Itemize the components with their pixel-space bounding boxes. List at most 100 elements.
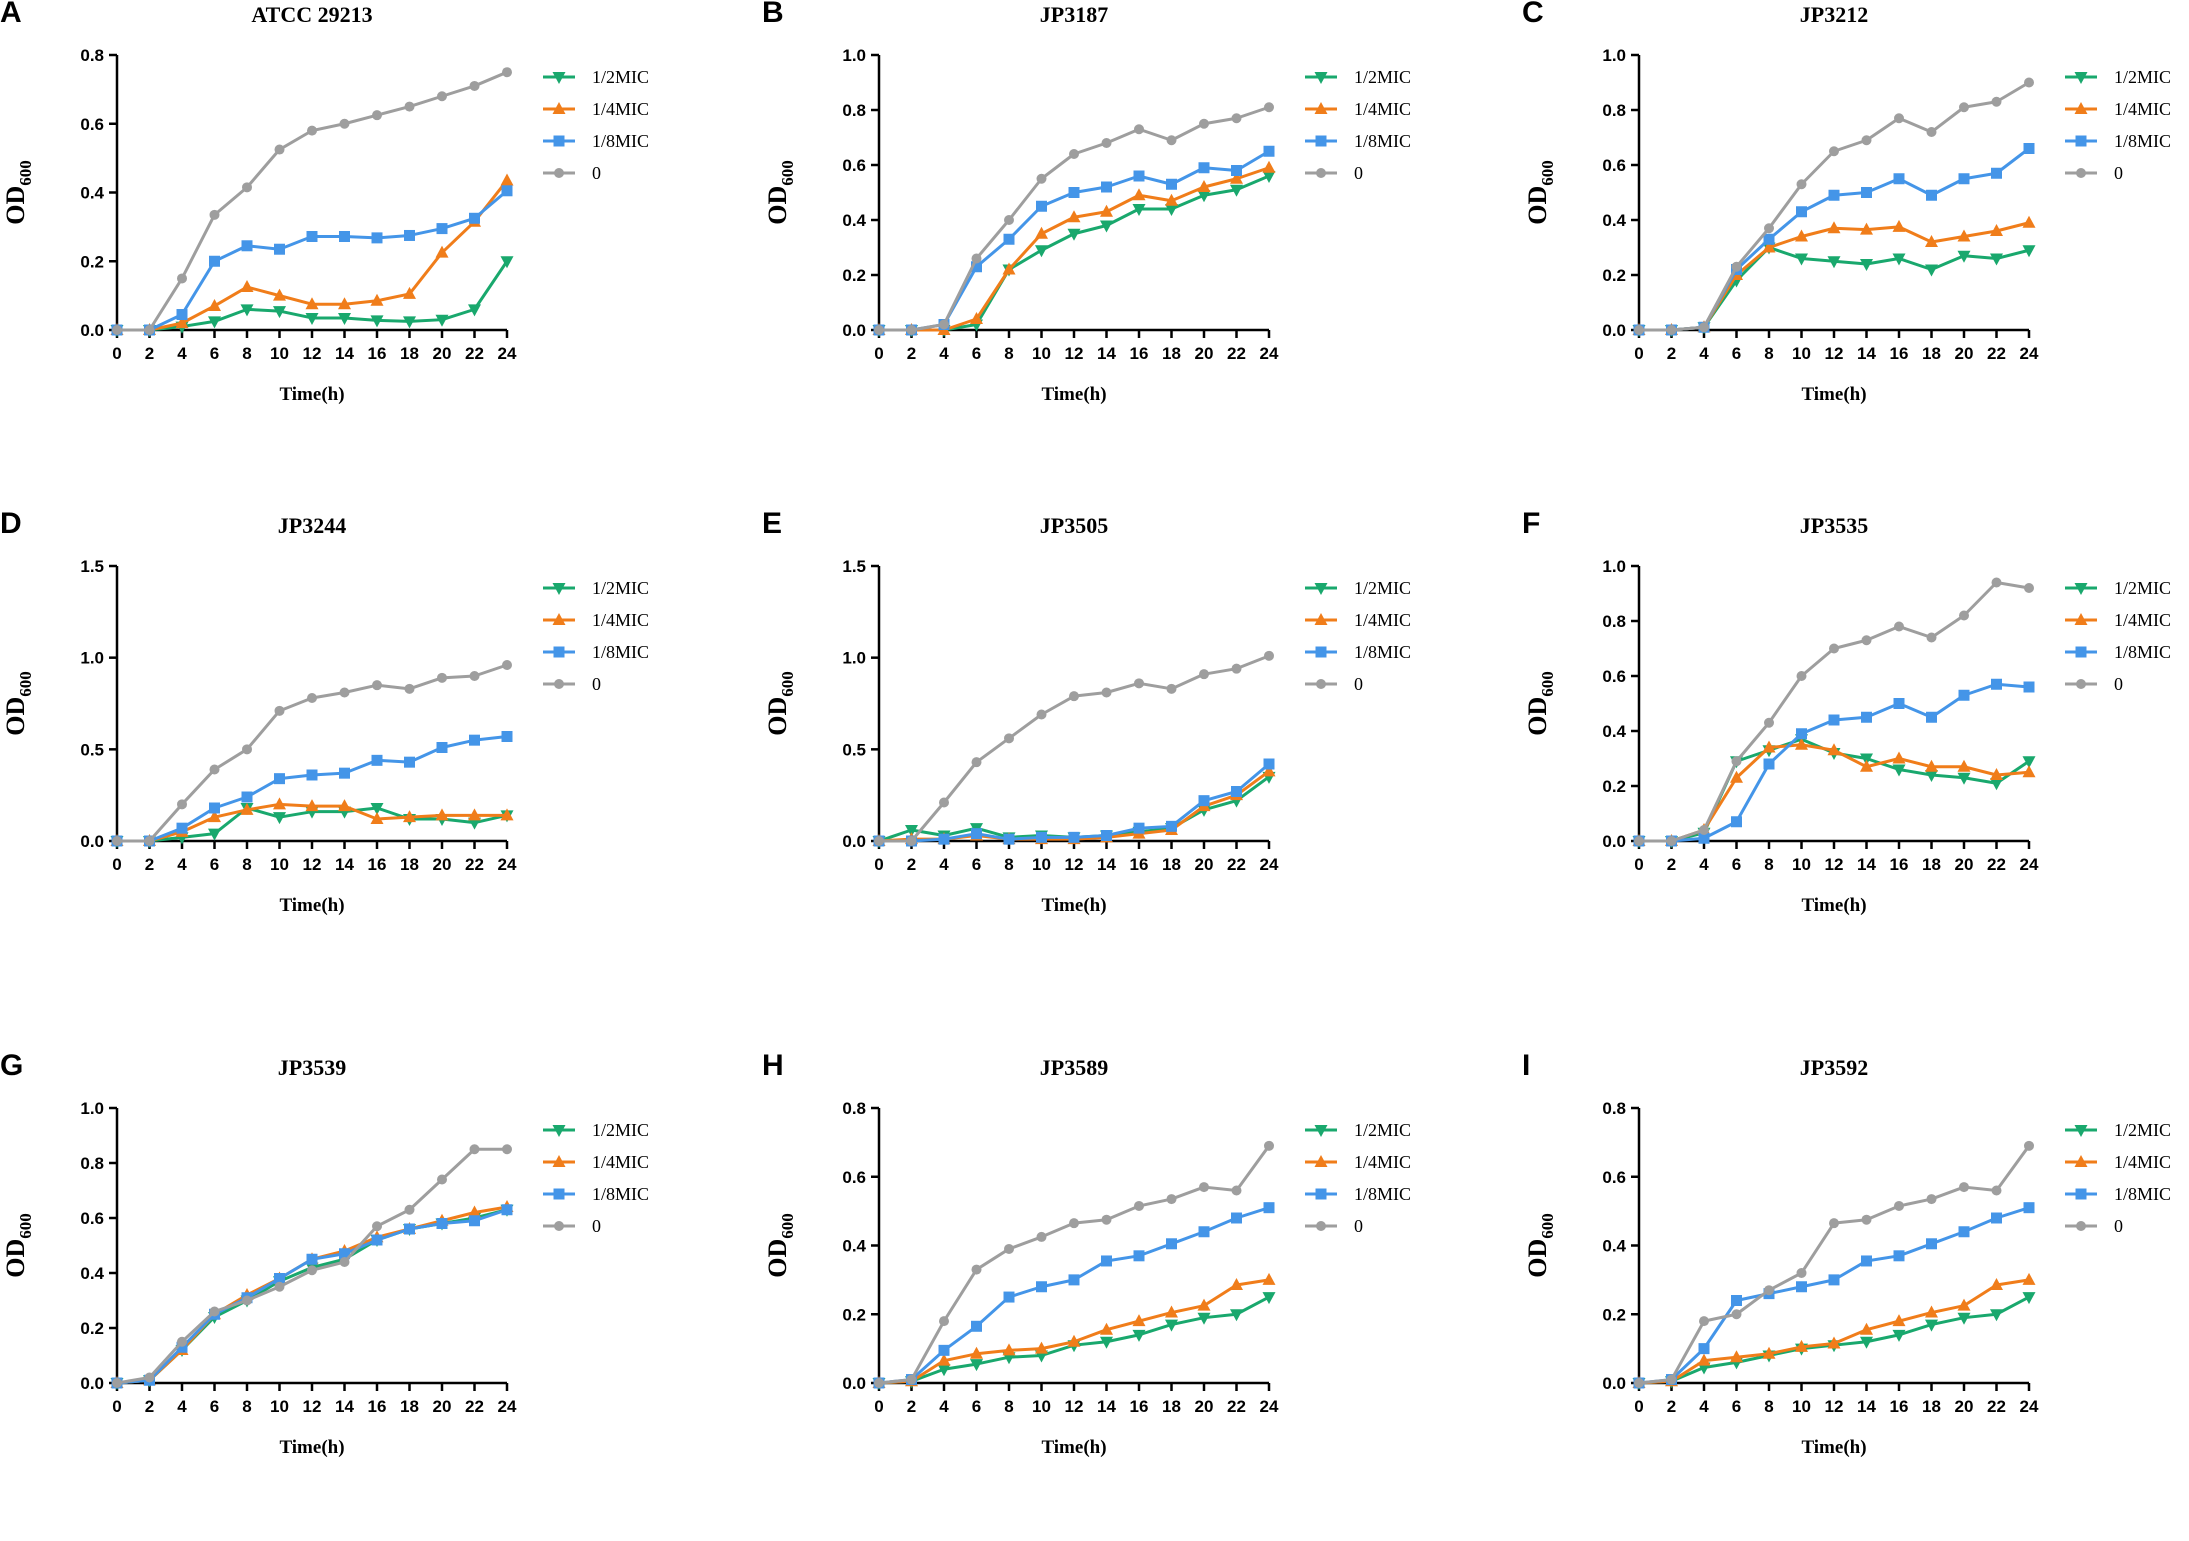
x-tick-label: 12 bbox=[1065, 344, 1084, 363]
data-point bbox=[339, 687, 350, 698]
data-point bbox=[1991, 167, 2002, 179]
x-tick-label: 16 bbox=[368, 1397, 387, 1416]
x-axis-label: Time(h) bbox=[1801, 895, 1866, 916]
x-tick-label: 20 bbox=[433, 855, 452, 874]
x-tick-label: 0 bbox=[112, 344, 121, 363]
legend-marker bbox=[1314, 583, 1328, 595]
legend-marker bbox=[1314, 72, 1328, 84]
data-point bbox=[404, 1204, 415, 1215]
data-point bbox=[372, 1221, 382, 1232]
data-point bbox=[404, 229, 415, 241]
data-point bbox=[1860, 753, 1873, 766]
data-point bbox=[1959, 1182, 1969, 1193]
data-point bbox=[874, 1378, 884, 1388]
data-point bbox=[1634, 325, 1644, 335]
data-point bbox=[2024, 1140, 2034, 1151]
legend-marker bbox=[553, 135, 565, 147]
series-0 bbox=[874, 102, 1274, 335]
series-1-4mic bbox=[872, 1272, 1276, 1388]
data-point bbox=[1230, 171, 1243, 184]
data-point bbox=[1828, 189, 1840, 201]
data-point bbox=[1101, 1255, 1112, 1267]
y-tick-label: 0.8 bbox=[1602, 1099, 1626, 1118]
y-axis-label-subscript: 600 bbox=[778, 160, 797, 186]
y-axis-label-main: OD bbox=[763, 1239, 792, 1278]
data-point bbox=[1764, 1285, 1774, 1296]
legend-label: 0 bbox=[592, 1216, 601, 1236]
x-tick-label: 0 bbox=[112, 855, 121, 874]
data-point bbox=[1004, 733, 1014, 744]
legend-label: 0 bbox=[592, 674, 601, 694]
data-point bbox=[1166, 683, 1177, 694]
x-tick-label: 20 bbox=[1955, 1397, 1974, 1416]
series-line bbox=[878, 770, 1270, 843]
data-point bbox=[1796, 1268, 1807, 1278]
y-axis-label-text: OD600 bbox=[1, 1213, 35, 1278]
data-point bbox=[1892, 1314, 1906, 1327]
data-point bbox=[1199, 1182, 1209, 1193]
data-point bbox=[1263, 758, 1275, 770]
series-0 bbox=[1634, 577, 2034, 846]
y-axis-label: OD600 bbox=[763, 671, 797, 736]
data-point bbox=[1926, 189, 1937, 201]
data-point bbox=[1991, 678, 2002, 690]
x-tick-label: 22 bbox=[465, 344, 484, 363]
data-point bbox=[1763, 758, 1775, 770]
data-point bbox=[1132, 188, 1146, 201]
data-point bbox=[371, 232, 383, 244]
data-point bbox=[1957, 772, 1971, 785]
chart-title: JP3244 bbox=[278, 513, 346, 538]
x-tick-label: 22 bbox=[1987, 1397, 2006, 1416]
x-tick-label: 10 bbox=[1032, 855, 1051, 874]
data-point bbox=[1829, 1218, 1839, 1229]
y-axis-label-subscript: 600 bbox=[1538, 1213, 1557, 1239]
y-tick-label: 0.6 bbox=[1602, 667, 1626, 686]
x-tick-label: 16 bbox=[368, 344, 387, 363]
y-tick-label: 0.5 bbox=[80, 740, 104, 759]
legend-label: 1/2MIC bbox=[592, 67, 649, 87]
y-tick-label: 0.6 bbox=[1602, 156, 1626, 175]
data-point bbox=[240, 802, 254, 815]
x-tick-label: 6 bbox=[1732, 344, 1741, 363]
data-point bbox=[1231, 1185, 1242, 1196]
data-point bbox=[144, 1372, 155, 1383]
x-tick-label: 8 bbox=[242, 344, 251, 363]
x-tick-label: 24 bbox=[498, 344, 517, 363]
data-point bbox=[1860, 1336, 1873, 1349]
data-point bbox=[305, 799, 319, 812]
legend-label: 1/2MIC bbox=[2114, 67, 2171, 87]
x-tick-label: 24 bbox=[1260, 1397, 1279, 1416]
x-tick-label: 20 bbox=[433, 1397, 452, 1416]
x-tick-label: 24 bbox=[498, 855, 517, 874]
y-axis-label-subscript: 600 bbox=[778, 1213, 797, 1239]
x-tick-label: 8 bbox=[1004, 344, 1013, 363]
series-1-4mic bbox=[110, 173, 514, 335]
data-point bbox=[2024, 583, 2034, 593]
data-point bbox=[144, 325, 155, 335]
legend-marker bbox=[2074, 1155, 2088, 1167]
legend: 1/2MIC 1/4MIC 1/8MIC 0 bbox=[543, 67, 649, 183]
legend-label: 1/8MIC bbox=[2114, 642, 2171, 662]
x-tick-label: 24 bbox=[1260, 344, 1279, 363]
x-tick-label: 10 bbox=[270, 344, 289, 363]
x-tick-label: 4 bbox=[177, 855, 187, 874]
y-axis-label-main: OD bbox=[763, 697, 792, 736]
series-line bbox=[1639, 581, 2030, 843]
data-point bbox=[1860, 222, 1873, 235]
legend-marker bbox=[552, 102, 566, 114]
legend-label: 1/4MIC bbox=[592, 1152, 649, 1172]
y-tick-label: 0.2 bbox=[80, 252, 104, 271]
legend-label: 1/2MIC bbox=[1354, 578, 1411, 598]
data-point bbox=[339, 1248, 350, 1260]
series-0 bbox=[874, 1140, 1274, 1388]
data-point bbox=[436, 1218, 448, 1229]
data-point bbox=[906, 325, 917, 335]
data-point bbox=[939, 1316, 949, 1327]
data-point bbox=[1132, 1314, 1146, 1327]
legend-label: 0 bbox=[592, 163, 601, 183]
data-point bbox=[208, 316, 221, 329]
y-axis-label: OD600 bbox=[1, 1213, 35, 1278]
data-point bbox=[1861, 135, 1872, 146]
